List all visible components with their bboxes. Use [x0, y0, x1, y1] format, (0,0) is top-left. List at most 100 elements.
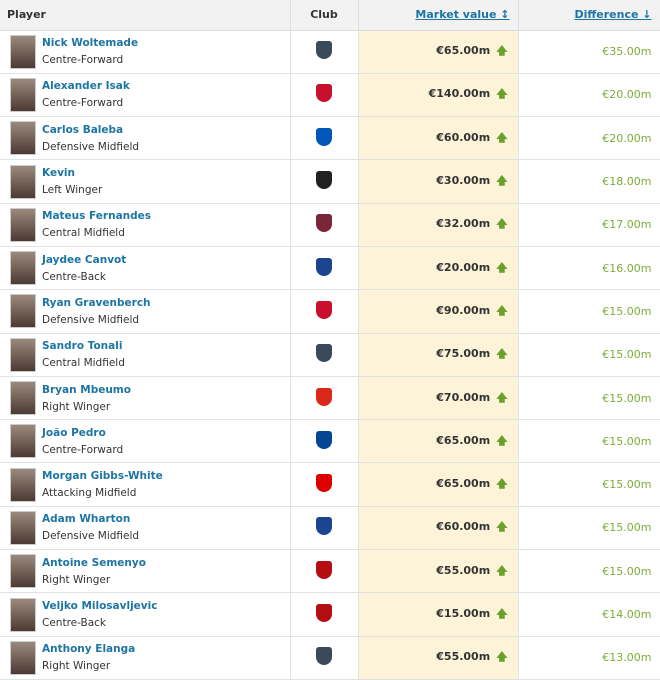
arrow-up-icon: 🡅	[496, 347, 508, 361]
value-difference: €18.00m	[518, 159, 660, 204]
player-photo[interactable]	[10, 294, 36, 329]
market-value: €65.00m	[436, 44, 491, 58]
table-row: Bryan Mbeumo Right Winger €70.00m 🡅 €15.0…	[0, 376, 660, 421]
table-header: Player Club Market value ↕ Difference ↓	[0, 0, 660, 31]
club-crest-icon[interactable]	[316, 300, 332, 319]
player-name-link[interactable]: Adam Wharton	[42, 513, 131, 526]
player-position: Right Winger	[42, 573, 111, 586]
arrow-up-icon: 🡅	[496, 303, 508, 317]
table-row: Jaydee Canvot Centre-Back €20.00m 🡅 €16.0…	[0, 246, 660, 291]
market-value: €75.00m	[436, 347, 491, 361]
player-name-link[interactable]: Ryan Gravenberch	[42, 296, 151, 309]
player-position: Defensive Midfield	[42, 313, 140, 326]
player-name-link[interactable]: Antoine Semenyo	[42, 556, 146, 569]
club-crest-icon[interactable]	[316, 257, 332, 276]
arrow-up-icon: 🡅	[496, 44, 508, 58]
arrow-up-icon: 🡅	[496, 650, 508, 664]
club-crest-icon[interactable]	[316, 517, 332, 536]
value-difference: €15.00m	[518, 376, 660, 421]
player-photo[interactable]	[10, 77, 36, 112]
club-crest-icon[interactable]	[316, 474, 332, 493]
table-row: Anthony Elanga Right Winger €55.00m 🡅 €13…	[0, 636, 660, 680]
arrow-up-icon: 🡅	[496, 433, 508, 447]
arrow-up-icon: 🡅	[496, 217, 508, 231]
value-difference: €35.00m	[518, 30, 660, 74]
player-position: Centre-Forward	[42, 54, 124, 67]
value-difference: €15.00m	[518, 333, 660, 377]
market-value: €60.00m	[436, 130, 491, 144]
club-crest-icon[interactable]	[316, 387, 332, 406]
player-name-link[interactable]: João Pedro	[42, 426, 106, 439]
player-name-link[interactable]: Sandro Tonali	[42, 340, 123, 353]
player-name-link[interactable]: Anthony Elanga	[42, 643, 136, 656]
club-crest-icon[interactable]	[316, 430, 332, 449]
value-difference: €17.00m	[518, 203, 660, 247]
sort-difference[interactable]: Difference ↓	[574, 8, 652, 22]
club-crest-icon[interactable]	[316, 214, 332, 233]
player-photo[interactable]	[10, 510, 36, 545]
club-crest-icon[interactable]	[316, 604, 332, 622]
table-row: João Pedro Centre-Forward €65.00m 🡅 €15.0…	[0, 419, 660, 464]
value-difference: €15.00m	[518, 419, 660, 464]
player-photo[interactable]	[10, 121, 36, 156]
player-position: Defensive Midfield	[42, 530, 140, 543]
player-photo[interactable]	[10, 164, 36, 199]
player-photo[interactable]	[10, 554, 36, 589]
player-position: Central Midfield	[42, 227, 125, 240]
player-name-link[interactable]: Morgan Gibbs-White	[42, 470, 163, 483]
player-photo[interactable]	[10, 337, 36, 372]
player-position: Left Winger	[42, 184, 103, 197]
sort-market-value[interactable]: Market value ↕	[415, 8, 510, 22]
player-name-link[interactable]: Alexander Isak	[42, 80, 130, 93]
club-crest-icon[interactable]	[316, 560, 332, 579]
club-crest-icon[interactable]	[316, 344, 332, 363]
arrow-up-icon: 🡅	[496, 607, 508, 620]
player-position: Centre-Back	[42, 270, 107, 283]
player-name-link[interactable]: Veljko Milosavljevic	[42, 600, 158, 612]
arrow-up-icon: 🡅	[496, 477, 508, 491]
value-difference: €13.00m	[518, 636, 660, 680]
market-value: €55.00m	[436, 650, 491, 664]
player-photo[interactable]	[10, 597, 36, 632]
player-name-link[interactable]: Kevin	[42, 167, 75, 180]
table-row: Carlos Baleba Defensive Midfield €60.00m…	[0, 116, 660, 161]
player-position: Centre-Back	[42, 617, 107, 629]
club-crest-icon[interactable]	[316, 127, 332, 146]
market-value: €32.00m	[436, 217, 491, 231]
player-position: Defensive Midfield	[42, 140, 140, 153]
player-photo[interactable]	[10, 251, 36, 286]
player-photo[interactable]	[10, 640, 36, 675]
market-value: €20.00m	[436, 260, 491, 274]
market-value: €65.00m	[436, 433, 491, 447]
table-row: Alexander Isak Centre-Forward €140.00m 🡅 …	[0, 73, 660, 118]
value-difference: €16.00m	[518, 246, 660, 291]
player-photo[interactable]	[10, 467, 36, 502]
value-difference: €15.00m	[518, 289, 660, 334]
player-name-link[interactable]: Mateus Fernandes	[42, 210, 152, 223]
market-value: €65.00m	[436, 477, 491, 491]
club-crest-icon[interactable]	[316, 41, 332, 60]
arrow-up-icon: 🡅	[496, 130, 508, 144]
table-row: Kevin Left Winger €30.00m 🡅 €18.00m	[0, 159, 660, 204]
player-photo[interactable]	[10, 207, 36, 242]
player-name-link[interactable]: Nick Woltemade	[42, 37, 139, 50]
player-name-link[interactable]: Jaydee Canvot	[42, 253, 127, 266]
value-difference: €20.00m	[518, 73, 660, 118]
market-value: €70.00m	[436, 390, 491, 404]
player-photo[interactable]	[10, 424, 36, 459]
table-row: Mateus Fernandes Central Midfield €32.00…	[0, 203, 660, 247]
club-crest-icon[interactable]	[316, 171, 332, 190]
player-photo[interactable]	[10, 34, 36, 69]
player-name-link[interactable]: Carlos Baleba	[42, 123, 124, 136]
value-difference: €15.00m	[518, 549, 660, 594]
club-crest-icon[interactable]	[316, 647, 332, 666]
player-photo[interactable]	[10, 381, 36, 416]
player-position: Centre-Forward	[42, 97, 124, 110]
table-row: Veljko Milosavljevic Centre-Back €15.00m…	[0, 592, 660, 637]
market-value: €140.00m	[428, 87, 491, 101]
player-position: Central Midfield	[42, 357, 125, 370]
market-value: €55.00m	[436, 563, 491, 577]
player-name-link[interactable]: Bryan Mbeumo	[42, 383, 131, 396]
club-crest-icon[interactable]	[316, 84, 332, 103]
